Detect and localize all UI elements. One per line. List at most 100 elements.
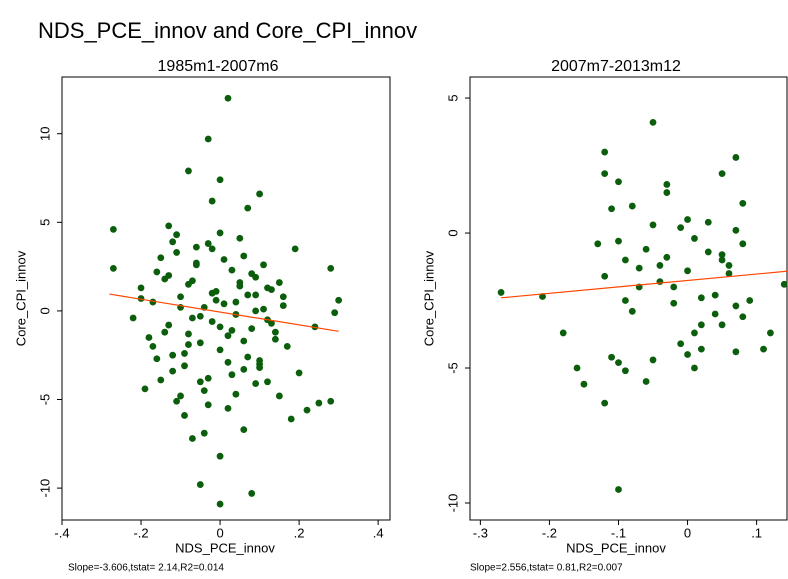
point	[725, 262, 733, 269]
y-tick-label: 5	[37, 219, 52, 226]
point	[594, 240, 602, 248]
point	[691, 235, 698, 242]
point	[739, 313, 747, 321]
point	[208, 245, 216, 253]
point	[327, 264, 335, 272]
x-tick-label: -.3	[473, 525, 488, 540]
point	[663, 253, 671, 261]
point	[141, 385, 149, 393]
point	[189, 435, 196, 442]
point	[216, 500, 224, 508]
point	[677, 224, 685, 232]
point	[718, 251, 726, 259]
point	[157, 254, 165, 262]
point	[580, 380, 588, 388]
point	[224, 94, 232, 102]
point	[240, 365, 248, 373]
point	[739, 240, 747, 248]
point	[161, 328, 169, 336]
point	[279, 293, 287, 301]
point	[244, 353, 252, 361]
point	[256, 364, 263, 372]
point	[656, 262, 664, 269]
point	[697, 321, 705, 329]
point	[295, 369, 303, 377]
point	[279, 302, 287, 309]
point	[732, 348, 740, 356]
point	[335, 296, 343, 304]
plot-frame	[61, 76, 391, 521]
point	[185, 167, 192, 175]
point	[725, 270, 733, 277]
point	[670, 299, 678, 307]
point	[732, 154, 740, 161]
point	[161, 275, 169, 283]
point	[196, 312, 204, 320]
point	[204, 401, 212, 409]
point	[165, 222, 173, 230]
point	[275, 392, 283, 400]
point	[224, 404, 232, 412]
x-tick-label: .2	[294, 525, 305, 540]
point	[173, 249, 181, 256]
point	[497, 289, 505, 296]
point	[642, 378, 650, 385]
point	[283, 342, 291, 350]
point	[236, 234, 244, 242]
point	[204, 374, 212, 382]
point	[192, 261, 200, 269]
point	[181, 350, 188, 357]
point	[697, 294, 705, 302]
x-tick-label: .4	[373, 525, 384, 540]
point	[718, 256, 726, 264]
y-axis-label: Core_CPI_innov	[421, 250, 436, 346]
point	[232, 298, 240, 306]
point	[109, 225, 117, 233]
x-tick-label: 0	[684, 525, 691, 540]
point	[539, 293, 546, 300]
y-axis-label: Core_CPI_innov	[13, 250, 28, 346]
point	[228, 371, 236, 379]
point	[220, 300, 228, 308]
point	[240, 426, 248, 434]
point	[173, 231, 181, 239]
point	[169, 351, 177, 359]
point	[177, 293, 184, 301]
point	[264, 378, 271, 386]
point	[670, 283, 678, 291]
point	[711, 291, 719, 299]
point	[232, 390, 240, 398]
point	[236, 279, 244, 286]
point	[559, 329, 567, 337]
point	[189, 277, 196, 285]
point	[173, 397, 181, 405]
x-axis-label: NDS_PCE_innov	[566, 540, 666, 555]
point	[248, 490, 256, 497]
fit-line	[501, 270, 788, 299]
point	[601, 272, 609, 280]
point	[109, 264, 117, 272]
point	[621, 256, 629, 264]
point	[628, 307, 636, 315]
x-tick-label: -.1	[611, 525, 626, 540]
point	[691, 364, 698, 372]
point	[697, 345, 705, 353]
point	[767, 329, 774, 337]
point	[208, 197, 216, 205]
x-tick-label: 0	[216, 525, 223, 540]
point	[244, 204, 252, 212]
point	[656, 278, 664, 286]
point	[244, 291, 252, 299]
panel-title: 1985m1-2007m6	[158, 58, 279, 75]
point	[212, 296, 220, 304]
point	[248, 270, 256, 278]
point	[216, 323, 224, 331]
y-tick-label: 0	[445, 229, 460, 236]
point	[649, 118, 657, 126]
point	[216, 452, 224, 460]
footnote: Slope=2.556,tstat= 0.81,R2=0.007	[470, 563, 623, 574]
point	[185, 341, 192, 348]
point	[200, 429, 208, 437]
point	[248, 325, 256, 333]
